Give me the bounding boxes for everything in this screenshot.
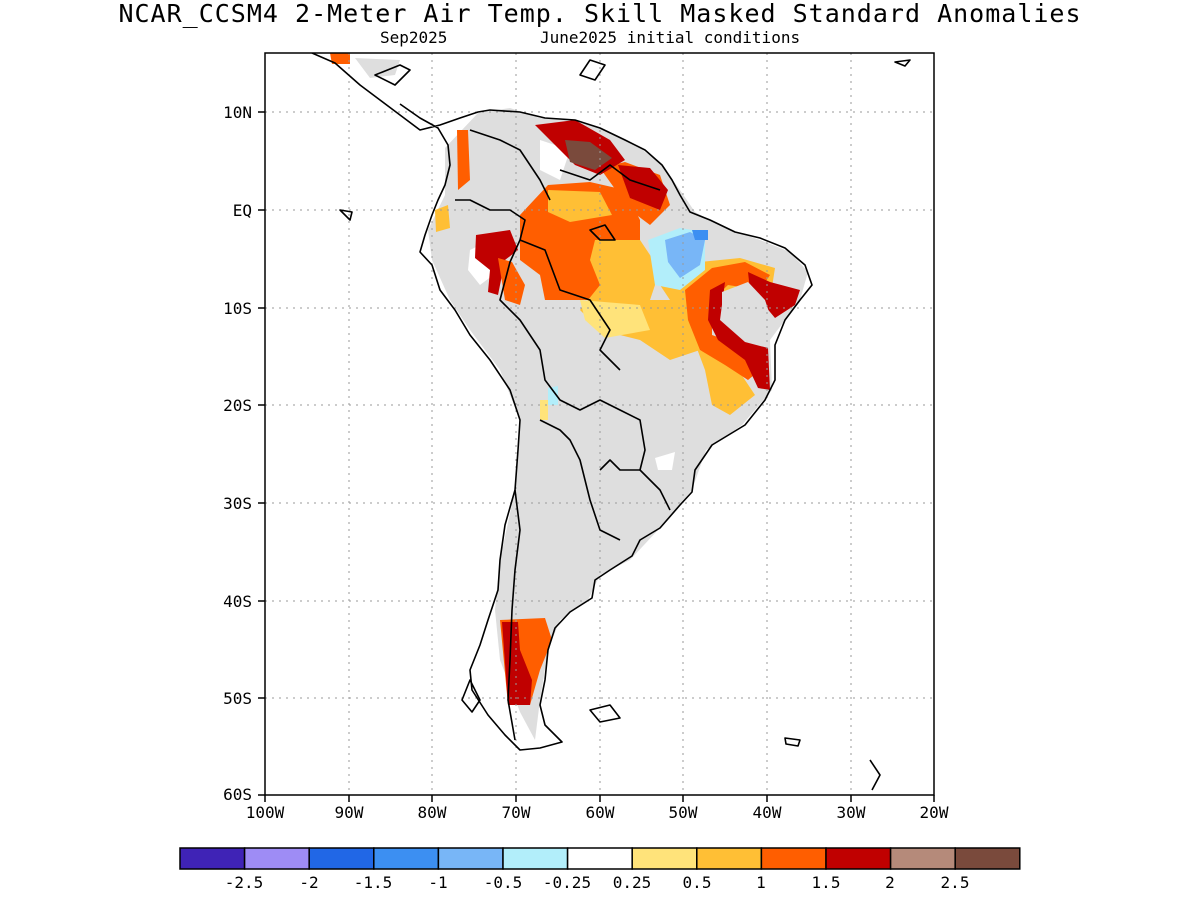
- lon-label: 70W: [502, 803, 531, 822]
- colorbar-label: 1: [756, 873, 766, 892]
- axis-ticks: [258, 111, 935, 802]
- colorbar-label: 0.25: [613, 873, 652, 892]
- colorbar-label: 2: [885, 873, 895, 892]
- colorbar-box: [566, 847, 633, 870]
- lat-label: 10N: [223, 103, 252, 122]
- anomaly-cool-blue: [665, 232, 705, 278]
- masked-land-central-america: [355, 58, 400, 78]
- lat-label: 30S: [223, 494, 252, 513]
- anomaly-bolivia-warm: [540, 400, 548, 420]
- colorbar-box: [437, 847, 504, 870]
- lon-label: 100W: [246, 803, 285, 822]
- longitude-labels: 100W 90W 80W 70W 60W 50W 40W 30W 20W: [246, 803, 949, 822]
- colorbar-box: [179, 847, 246, 870]
- anomaly-ecuador: [435, 205, 450, 232]
- colorbar-box: [243, 847, 310, 870]
- colorbar-box: [889, 847, 956, 870]
- anomaly-ne-orange: [685, 262, 770, 380]
- anomaly-guiana-brown: [565, 140, 612, 170]
- latitude-labels: 10N EQ 10S 20S 30S 40S 50S 60S: [223, 103, 252, 804]
- colorbar-labels: -2.5 -2 -1.5 -1 -0.5 -0.25 0.25 0.5 1 1.…: [225, 873, 970, 892]
- colorbar-box: [502, 847, 569, 870]
- anomaly-colombia-orange: [457, 130, 470, 190]
- masked-ne-hole: [722, 282, 775, 330]
- initial-conditions: June2025 initial conditions: [540, 28, 801, 47]
- colorbar-box: [825, 847, 892, 870]
- colorbar-label: 2.5: [941, 873, 970, 892]
- map-field: [265, 53, 934, 795]
- colorbar-box: [696, 847, 763, 870]
- lat-label: 60S: [223, 785, 252, 804]
- lat-label: EQ: [233, 201, 252, 220]
- coastline: [311, 53, 911, 791]
- colorbar-label: -0.5: [484, 873, 523, 892]
- anomaly-amazon-light: [548, 190, 612, 222]
- chart-title: NCAR_CCSM4 2-Meter Air Temp. Skill Maske…: [118, 0, 1082, 28]
- anomaly-ne-red: [708, 282, 770, 390]
- anomaly-cool-strong: [692, 230, 708, 240]
- colorbar-label: 1.5: [812, 873, 841, 892]
- lat-label: 20S: [223, 396, 252, 415]
- lat-label: 50S: [223, 689, 252, 708]
- lon-label: 80W: [418, 803, 447, 822]
- colorbar-boxes: [179, 847, 1021, 870]
- anomaly-pale-yellow: [580, 300, 650, 338]
- white-patch-paraguay: [655, 452, 675, 470]
- lat-label: 10S: [223, 299, 252, 318]
- lon-label: 40W: [753, 803, 782, 822]
- anomaly-guiana-red-2: [618, 165, 668, 210]
- colorbar-label: -2.5: [225, 873, 264, 892]
- anomaly-peru-red: [475, 230, 518, 295]
- lat-label: 40S: [223, 592, 252, 611]
- colorbar-label: -1: [428, 873, 447, 892]
- colorbar-label: -0.25: [543, 873, 591, 892]
- lon-label: 60W: [586, 803, 615, 822]
- forecast-month: Sep2025: [380, 28, 448, 47]
- colorbar-box: [631, 847, 698, 870]
- colorbar: -2.5 -2 -1.5 -1 -0.5 -0.25 0.25 0.5 1 1.…: [179, 847, 1021, 892]
- colorbar-label: -1.5: [354, 873, 393, 892]
- lon-label: 30W: [837, 803, 866, 822]
- anomaly-central-america: [330, 53, 350, 64]
- colorbar-label: 0.5: [683, 873, 712, 892]
- colorbar-box: [373, 847, 440, 870]
- lon-label: 90W: [335, 803, 364, 822]
- colorbar-box: [308, 847, 375, 870]
- anomaly-bolivia-cool: [548, 386, 558, 405]
- colorbar-box: [760, 847, 827, 870]
- lon-label: 20W: [920, 803, 949, 822]
- colorbar-label: -2: [299, 873, 318, 892]
- grid: [265, 53, 934, 795]
- colorbar-box: [954, 847, 1021, 870]
- anomaly-ne-red-2: [748, 272, 800, 318]
- anomaly-peru-orange: [498, 258, 525, 305]
- lon-label: 50W: [669, 803, 698, 822]
